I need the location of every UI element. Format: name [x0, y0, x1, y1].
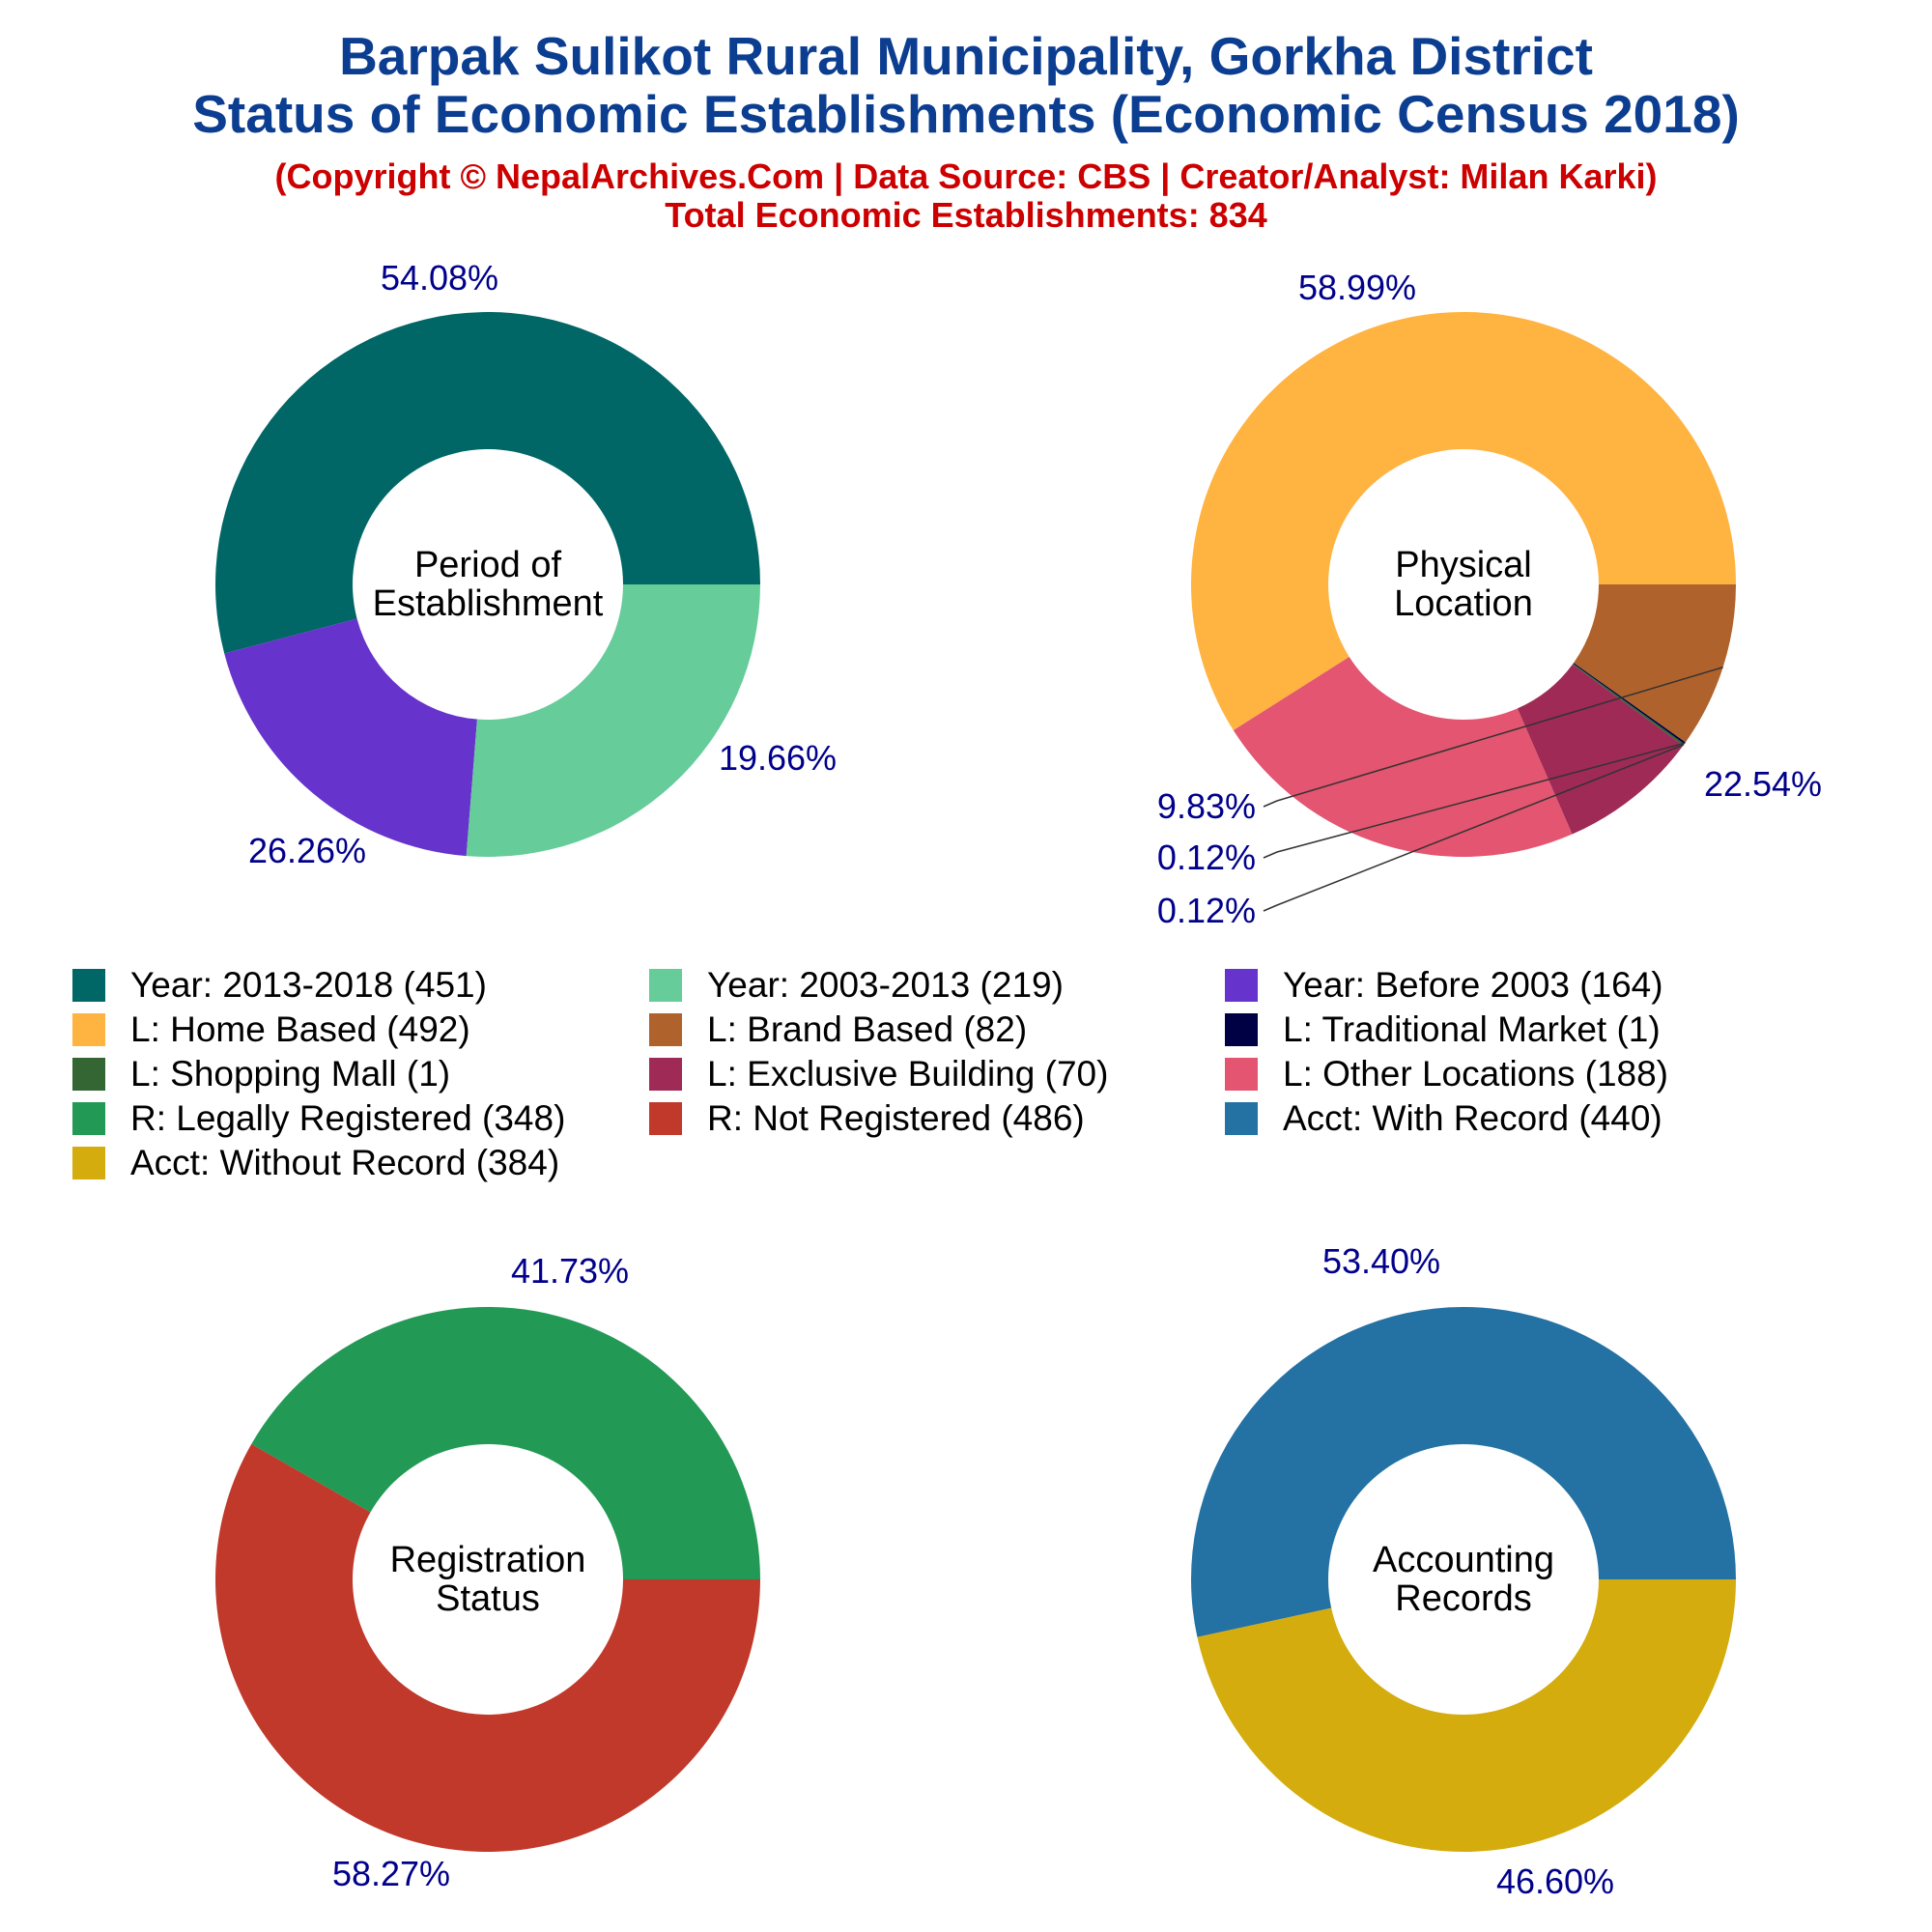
legend-item: L: Brand Based (82) [649, 1009, 1027, 1051]
legend-label: R: Not Registered (486) [707, 1098, 1085, 1138]
legend-item: L: Home Based (492) [72, 1009, 470, 1051]
slice-percent-label: 41.73% [511, 1251, 629, 1291]
legend-item: R: Legally Registered (348) [72, 1097, 565, 1140]
chart-title-line2: Status of Economic Establishments (Econo… [192, 84, 1740, 144]
legend-label: R: Legally Registered (348) [130, 1098, 566, 1138]
slice-percent-label: 53.40% [1322, 1241, 1440, 1281]
pie-slice [224, 618, 477, 857]
legend-swatch [72, 1058, 105, 1091]
pie-slice [1517, 664, 1684, 835]
pie-slice [251, 1307, 760, 1579]
slice-percent-label: 58.27% [332, 1854, 450, 1893]
legend-label: Year: 2003-2013 (219) [707, 965, 1064, 1005]
legend-item: L: Other Locations (188) [1225, 1053, 1668, 1095]
donut-center-label: Status [436, 1578, 540, 1619]
legend-label: L: Brand Based (82) [707, 1009, 1028, 1049]
total-subtitle: Total Economic Establishments: 834 [665, 195, 1267, 235]
legend-swatch [1225, 969, 1258, 1002]
legend-swatch [1225, 1058, 1258, 1091]
donut-center-label: Physical [1395, 545, 1532, 585]
label-leader-line [1263, 742, 1686, 859]
pie-slice [214, 311, 761, 654]
legend-item: Year: 2003-2013 (219) [649, 964, 1064, 1007]
legend-swatch [72, 1102, 105, 1135]
pie-slice [1574, 584, 1736, 743]
slice-percent-label: 58.99% [1298, 268, 1416, 307]
pie-slice [1573, 663, 1686, 745]
slice-percent-label: 26.26% [248, 831, 366, 870]
legend-item: L: Shopping Mall (1) [72, 1053, 450, 1095]
pie-slice [1572, 663, 1685, 746]
legend-label: L: Other Locations (188) [1283, 1054, 1668, 1094]
label-leader-line [1263, 667, 1723, 808]
legend-label: Acct: With Record (440) [1283, 1098, 1662, 1138]
slice-percent-label: 0.12% [1157, 838, 1256, 877]
label-leader-line [1263, 744, 1685, 912]
donut-center-label: Accounting [1373, 1540, 1554, 1580]
legend-swatch [649, 1013, 682, 1046]
legend-label: L: Home Based (492) [130, 1009, 470, 1049]
legend-label: L: Traditional Market (1) [1283, 1009, 1661, 1049]
pie-slice [1191, 1307, 1736, 1637]
legend-item: L: Exclusive Building (70) [649, 1053, 1108, 1095]
slice-percent-label: 54.08% [381, 258, 498, 298]
legend-swatch [1225, 1013, 1258, 1046]
slice-percent-label: 9.83% [1157, 786, 1256, 826]
pie-slice [466, 584, 760, 857]
legend-swatch [72, 969, 105, 1002]
pie-slice [1190, 311, 1736, 730]
legend-item: L: Traditional Market (1) [1225, 1009, 1661, 1051]
legend-label: L: Shopping Mall (1) [130, 1054, 451, 1094]
slice-percent-label: 46.60% [1496, 1861, 1614, 1901]
donut-center-label: Location [1394, 583, 1533, 624]
donut-center-label: Establishment [373, 583, 604, 624]
legend-item: R: Not Registered (486) [649, 1097, 1085, 1140]
legend-label: L: Exclusive Building (70) [707, 1054, 1109, 1094]
legend-item: Year: 2013-2018 (451) [72, 964, 487, 1007]
legend-swatch [72, 1147, 105, 1179]
legend-item: Acct: With Record (440) [1225, 1097, 1662, 1140]
donut-chart-2: 58.99% 22.54% 0.12% 0.12% 9.83% PhysicalLocat… [1157, 268, 1822, 930]
chart-title-line1: Barpak Sulikot Rural Municipality, Gorkh… [339, 26, 1593, 86]
legend-label: Year: Before 2003 (164) [1283, 965, 1663, 1005]
legend-swatch [1225, 1102, 1258, 1135]
legend-swatch [649, 1058, 682, 1091]
legend-item: Acct: Without Record (384) [72, 1142, 559, 1184]
pie-slice [1197, 1579, 1736, 1852]
legend-label: Acct: Without Record (384) [130, 1143, 560, 1182]
pie-slice [214, 1443, 760, 1853]
donut-center-label: Registration [390, 1540, 586, 1580]
slice-percent-label: 22.54% [1704, 764, 1822, 804]
pie-slice [1233, 656, 1573, 857]
donut-center-label: Period of [414, 545, 562, 585]
legend-swatch [649, 969, 682, 1002]
copyright-subtitle: (Copyright © NepalArchives.Com | Data So… [274, 156, 1658, 196]
slice-percent-label: 0.12% [1157, 891, 1256, 930]
legend-swatch [649, 1102, 682, 1135]
donut-center-label: Records [1395, 1578, 1532, 1619]
legend-item: Year: Before 2003 (164) [1225, 964, 1663, 1007]
legend-label: Year: 2013-2018 (451) [130, 965, 487, 1005]
slice-percent-label: 19.66% [719, 738, 837, 778]
legend-swatch [72, 1013, 105, 1046]
